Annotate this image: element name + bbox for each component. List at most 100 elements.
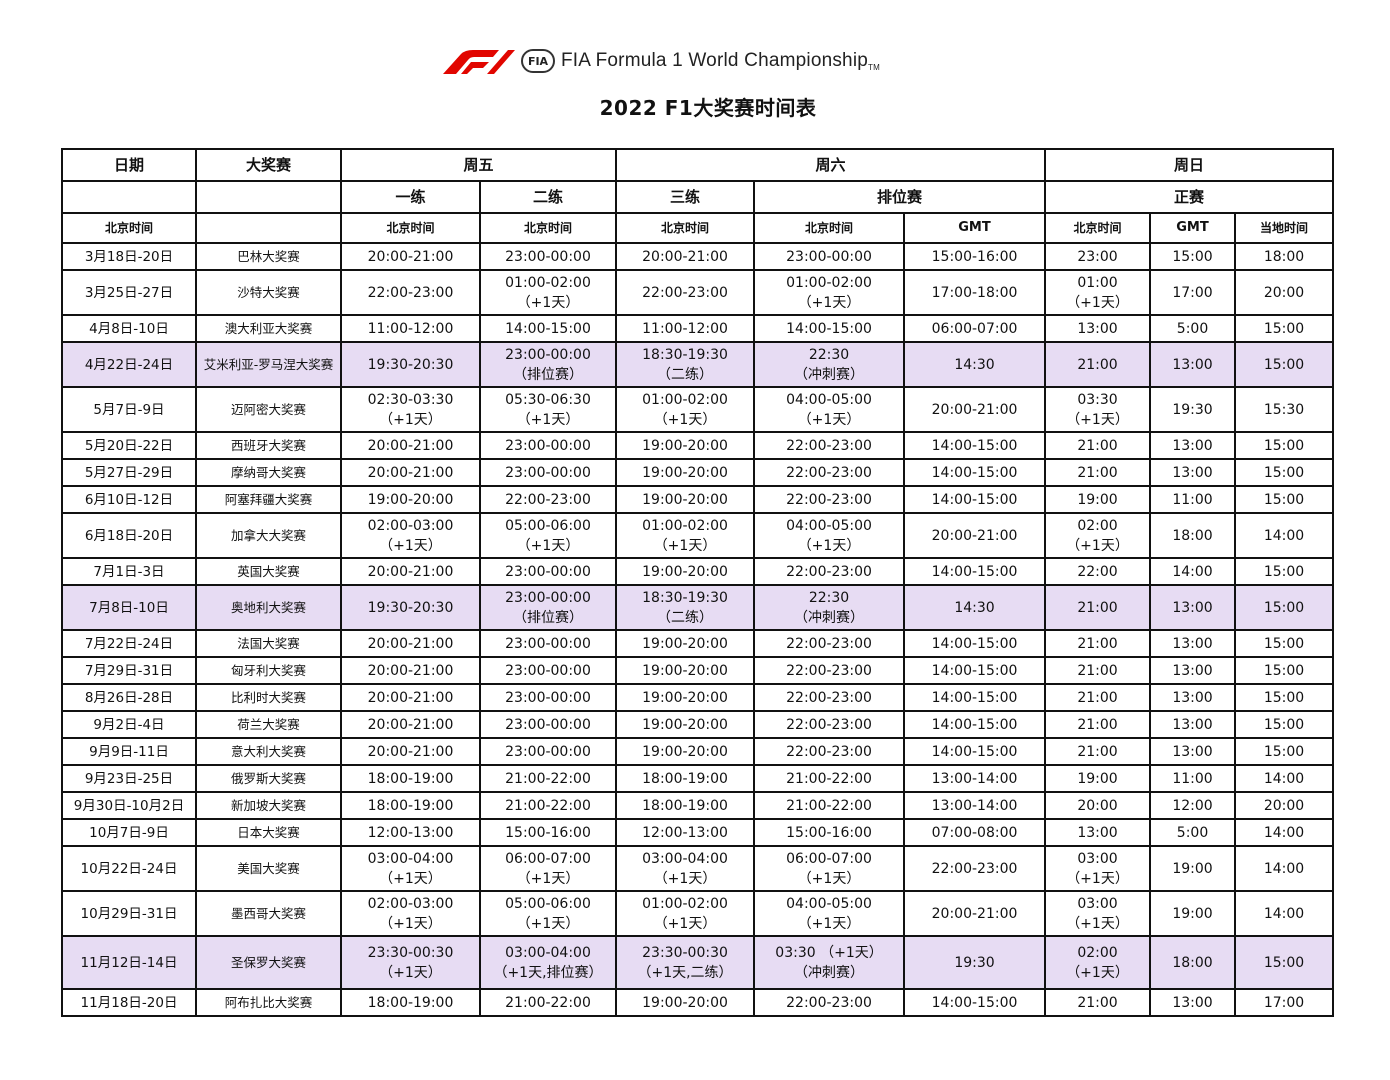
cell-race-gmt: 18:00: [1149, 512, 1237, 559]
table-row: 6月10日-12日 阿塞拜疆大奖赛 19:00-20:00 22:00-23:00 19…: [61, 485, 1335, 514]
cell-fp3-beijing: 22:00-23:00: [615, 269, 756, 316]
cell-quali-gmt: 15:00-16:00: [903, 242, 1047, 271]
schedule-body: 3月18日-20日 巴林大奖赛 20:00-21:00 23:00-00:00 20:0…: [61, 242, 1335, 1017]
cell-race-gmt: 19:00: [1149, 890, 1237, 937]
cell-race-local: 18:00: [1234, 242, 1335, 271]
cell-race-gmt: 18:00: [1149, 935, 1237, 990]
cell-race-beijing: 03:00 （+1天）: [1044, 845, 1152, 892]
header-beijing-time: 北京时间: [478, 212, 618, 244]
cell-race-local: 15:00: [1234, 629, 1335, 658]
cell-date: 9月30日-10月2日: [61, 791, 197, 820]
cell-race-gmt: 12:00: [1149, 791, 1237, 820]
table-row: 7月8日-10日 奥地利大奖赛 19:30-20:30 23:00-00:00 （排位…: [61, 584, 1335, 631]
cell-quali-beijing: 15:00-16:00: [753, 818, 906, 847]
cell-race-local: 14:00: [1234, 890, 1335, 937]
header-local-time: 当地时间: [1234, 212, 1335, 244]
cell-race-beijing: 20:00: [1044, 791, 1152, 820]
cell-quali-beijing: 22:00-23:00: [753, 988, 906, 1017]
cell-fp1-beijing: 23:30-00:30 （+1天）: [340, 935, 481, 990]
cell-date: 7月29日-31日: [61, 656, 197, 685]
cell-grand-prix: 圣保罗大奖赛: [195, 935, 342, 990]
cell-race-gmt: 13:00: [1149, 988, 1237, 1017]
table-row: 7月1日-3日 英国大奖赛 20:00-21:00 23:00-00:00 19:00-…: [61, 557, 1335, 586]
cell-race-beijing: 21:00: [1044, 629, 1152, 658]
cell-quali-beijing: 22:00-23:00: [753, 557, 906, 586]
cell-fp3-beijing: 18:00-19:00: [615, 791, 756, 820]
cell-race-local: 15:00: [1234, 737, 1335, 766]
cell-fp2-beijing: 05:00-06:00 （+1天）: [478, 890, 618, 937]
table-row: 6月18日-20日 加拿大大奖赛 02:00-03:00 （+1天） 05:00-06…: [61, 512, 1335, 559]
header-date: 日期: [61, 148, 197, 182]
cell-fp1-beijing: 19:00-20:00: [340, 485, 481, 514]
table-row: 11月18日-20日 阿布扎比大奖赛 18:00-19:00 21:00-22:00 1…: [61, 988, 1335, 1017]
cell-quali-beijing: 22:00-23:00: [753, 710, 906, 739]
cell-race-beijing: 13:00: [1044, 314, 1152, 343]
schedule-table: 日期 大奖赛 周五 周六 周日 一练 二练 三练 排位赛 正赛 北京时间 北京时…: [61, 148, 1335, 1017]
cell-fp3-beijing: 20:00-21:00: [615, 242, 756, 271]
cell-fp2-beijing: 14:00-15:00: [478, 314, 618, 343]
cell-quali-beijing: 14:00-15:00: [753, 314, 906, 343]
cell-fp2-beijing: 23:00-00:00: [478, 458, 618, 487]
cell-race-local: 15:00: [1234, 584, 1335, 631]
header-empty: [195, 212, 342, 244]
table-row: 10月22日-24日 美国大奖赛 03:00-04:00 （+1天） 06:00-07…: [61, 845, 1335, 892]
cell-race-local: 15:30: [1234, 386, 1335, 433]
cell-fp3-beijing: 19:00-20:00: [615, 557, 756, 586]
header-saturday: 周六: [615, 148, 1047, 182]
cell-date: 10月29日-31日: [61, 890, 197, 937]
cell-date: 8月26日-28日: [61, 683, 197, 712]
header-gmt: GMT: [1149, 212, 1237, 244]
cell-race-local: 15:00: [1234, 710, 1335, 739]
cell-quali-beijing: 01:00-02:00 （+1天）: [753, 269, 906, 316]
cell-race-gmt: 13:00: [1149, 341, 1237, 388]
cell-fp2-beijing: 23:00-00:00: [478, 710, 618, 739]
header-fp3: 三练: [615, 180, 756, 214]
cell-fp1-beijing: 20:00-21:00: [340, 656, 481, 685]
cell-grand-prix: 巴林大奖赛: [195, 242, 342, 271]
cell-race-beijing: 03:30 （+1天）: [1044, 386, 1152, 433]
cell-fp1-beijing: 03:00-04:00 （+1天）: [340, 845, 481, 892]
cell-quali-beijing: 22:00-23:00: [753, 431, 906, 460]
cell-fp3-beijing: 01:00-02:00 （+1天）: [615, 890, 756, 937]
cell-date: 7月22日-24日: [61, 629, 197, 658]
cell-grand-prix: 比利时大奖赛: [195, 683, 342, 712]
cell-quali-gmt: 20:00-21:00: [903, 386, 1047, 433]
cell-fp2-beijing: 15:00-16:00: [478, 818, 618, 847]
cell-date: 6月18日-20日: [61, 512, 197, 559]
cell-race-local: 14:00: [1234, 512, 1335, 559]
table-row: 8月26日-28日 比利时大奖赛 20:00-21:00 23:00-00:00 19:…: [61, 683, 1335, 712]
cell-date: 3月18日-20日: [61, 242, 197, 271]
cell-quali-gmt: 14:00-15:00: [903, 710, 1047, 739]
cell-quali-beijing: 03:30 （+1天） （冲刺赛）: [753, 935, 906, 990]
cell-grand-prix: 俄罗斯大奖赛: [195, 764, 342, 793]
cell-quali-gmt: 22:00-23:00: [903, 845, 1047, 892]
table-row: 9月23日-25日 俄罗斯大奖赛 18:00-19:00 21:00-22:00 18:…: [61, 764, 1335, 793]
cell-fp3-beijing: 18:30-19:30 （二练）: [615, 584, 756, 631]
header-gmt: GMT: [903, 212, 1047, 244]
cell-race-gmt: 11:00: [1149, 485, 1237, 514]
header-fp1: 一练: [340, 180, 481, 214]
cell-quali-gmt: 14:00-15:00: [903, 458, 1047, 487]
cell-race-beijing: 02:00 （+1天）: [1044, 512, 1152, 559]
cell-race-gmt: 11:00: [1149, 764, 1237, 793]
cell-fp1-beijing: 20:00-21:00: [340, 242, 481, 271]
table-row: 5月27日-29日 摩纳哥大奖赛 20:00-21:00 23:00-00:00 19:…: [61, 458, 1335, 487]
cell-race-gmt: 13:00: [1149, 683, 1237, 712]
cell-quali-gmt: 17:00-18:00: [903, 269, 1047, 316]
cell-fp2-beijing: 22:00-23:00: [478, 485, 618, 514]
cell-race-gmt: 13:00: [1149, 458, 1237, 487]
cell-race-local: 15:00: [1234, 557, 1335, 586]
table-row: 9月30日-10月2日 新加坡大奖赛 18:00-19:00 21:00-22:00 1…: [61, 791, 1335, 820]
cell-quali-gmt: 14:00-15:00: [903, 485, 1047, 514]
cell-race-beijing: 22:00: [1044, 557, 1152, 586]
cell-race-beijing: 19:00: [1044, 485, 1152, 514]
cell-race-beijing: 23:00: [1044, 242, 1152, 271]
cell-quali-gmt: 14:00-15:00: [903, 656, 1047, 685]
cell-quali-beijing: 21:00-22:00: [753, 791, 906, 820]
cell-date: 7月1日-3日: [61, 557, 197, 586]
cell-race-gmt: 13:00: [1149, 584, 1237, 631]
cell-fp1-beijing: 11:00-12:00: [340, 314, 481, 343]
cell-grand-prix: 墨西哥大奖赛: [195, 890, 342, 937]
cell-race-gmt: 19:00: [1149, 845, 1237, 892]
cell-fp1-beijing: 22:00-23:00: [340, 269, 481, 316]
